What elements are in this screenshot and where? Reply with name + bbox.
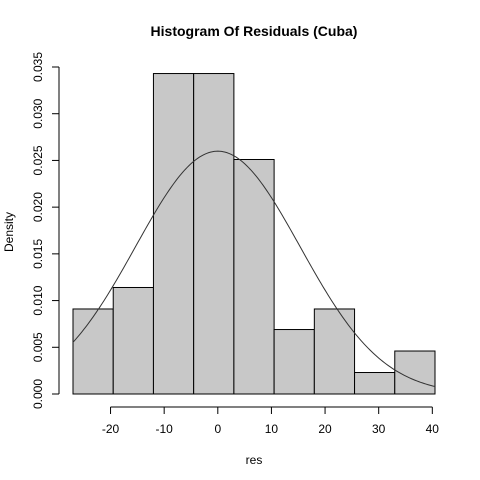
x-tick-label: -20	[102, 422, 120, 436]
x-tick-label: 20	[318, 422, 332, 436]
x-tick-label: 40	[426, 422, 440, 436]
histogram-bar	[72, 308, 114, 395]
x-tick-label: 0	[214, 422, 221, 436]
histogram-bar	[233, 158, 275, 395]
y-tick-label: 0.030	[31, 98, 45, 128]
chart-title: Histogram Of Residuals (Cuba)	[151, 23, 358, 39]
normal-density-curve	[72, 150, 436, 388]
y-tick-label: 0.035	[31, 52, 45, 82]
histogram-bar	[193, 73, 235, 395]
y-tick-label: 0.015	[31, 239, 45, 269]
x-tick-label: 30	[372, 422, 386, 436]
y-tick-label: 0.000	[31, 379, 45, 409]
histogram-bar	[152, 73, 195, 395]
x-tick-label: -10	[155, 422, 173, 436]
histogram-bar	[394, 350, 436, 395]
x-axis: -20 -10 0 10 20 30 40	[102, 406, 440, 436]
x-tick-label: 10	[265, 422, 279, 436]
y-axis: 0.000 0.005 0.010 0.015 0.020 0.025 0.030 0.035	[31, 52, 60, 409]
histogram-bar	[112, 286, 154, 395]
histogram-bar	[273, 329, 315, 395]
y-tick-label: 0.020	[31, 192, 45, 222]
histogram-bar	[313, 308, 356, 395]
y-tick-label: 0.025	[31, 145, 45, 175]
y-tick-label: 0.010	[31, 285, 45, 315]
histogram-bar	[354, 372, 396, 395]
x-axis-label: res	[246, 453, 263, 467]
y-axis-label: Density	[2, 212, 16, 252]
y-tick-label: 0.005	[31, 332, 45, 362]
histogram-bars	[72, 73, 436, 395]
